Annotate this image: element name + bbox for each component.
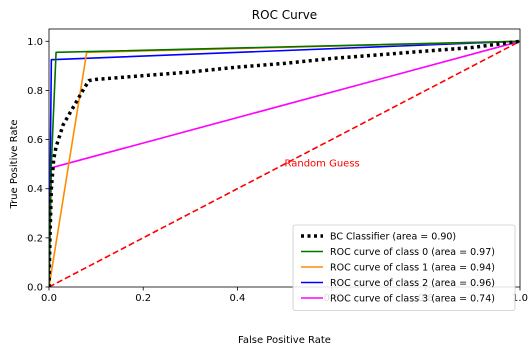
chart-title: ROC Curve (252, 8, 317, 22)
random-guess-label: Random Guess (285, 159, 360, 170)
legend-box (292, 224, 516, 311)
y-axis-label: True Positive Rate (9, 119, 20, 209)
random-guess-line (49, 40, 520, 287)
legend: BC Classifier (area = 0.90) ROC curve of … (292, 224, 516, 311)
series-group (49, 39, 520, 287)
axes-frame (48, 28, 521, 288)
series-line-0 (49, 39, 520, 287)
legend-label-1: ROC curve of class 0 (area = 0.97) (330, 247, 495, 258)
legend-label-3: ROC curve of class 2 (area = 0.96) (330, 278, 495, 289)
y-tick-label: 0.0 (27, 283, 43, 294)
x-tick-label: 0.2 (135, 293, 151, 304)
y-tick-label: 0.8 (27, 86, 43, 97)
legend-label-2: ROC curve of class 1 (area = 0.94) (330, 263, 495, 274)
x-tick-label: 1.0 (512, 293, 528, 304)
legend-label-0: BC Classifier (area = 0.90) (330, 232, 456, 243)
x-axis-label: False Positive Rate (238, 335, 331, 346)
x-tick-label: 0.0 (41, 293, 57, 304)
y-tick-label: 0.2 (27, 233, 43, 244)
y-tick-label: 0.6 (27, 135, 43, 146)
legend-label-4: ROC curve of class 3 (area = 0.74) (330, 294, 495, 305)
y-tick-label: 0.4 (27, 184, 43, 195)
x-tick-label: 0.4 (229, 293, 245, 304)
y-tick-label: 1.0 (27, 37, 43, 48)
